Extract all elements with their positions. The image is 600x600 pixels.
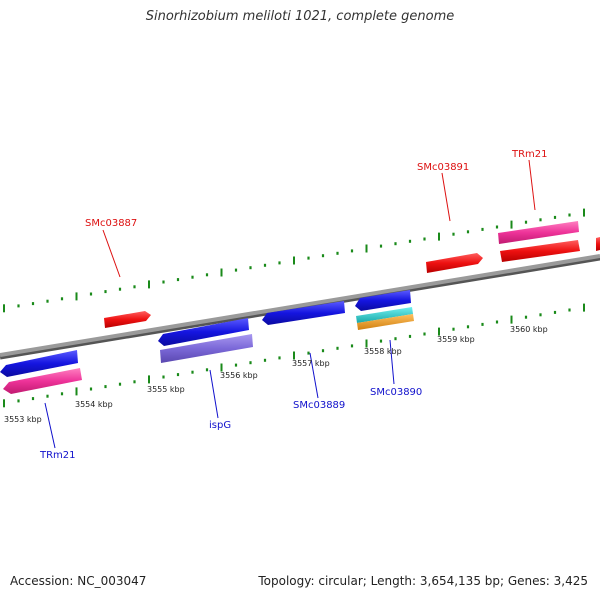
gene-ispG-lavender[interactable] <box>160 334 253 363</box>
upper-tick-track <box>3 208 585 313</box>
kbp-label: 3553 kbp <box>4 415 42 424</box>
kbp-label: 3554 kbp <box>75 400 113 409</box>
kbp-label: 3560 kbp <box>510 325 548 334</box>
label-ispG: ispG <box>209 420 231 431</box>
label-TRm21-reverse: TRm21 <box>39 450 76 461</box>
forward-features <box>104 221 600 328</box>
genome-summary-text: Topology: circular; Length: 3,654,135 bp… <box>258 574 588 588</box>
backbone <box>0 254 600 357</box>
gene-edge-red[interactable] <box>596 237 600 251</box>
label-TRm21-forward: TRm21 <box>511 149 548 160</box>
gene-TRm21-reverse-blue[interactable] <box>0 350 78 377</box>
leader-SMc03887 <box>102 229 121 278</box>
leader-ispG <box>209 369 219 419</box>
reverse-features <box>0 290 414 394</box>
leader-SMc03889 <box>309 352 319 399</box>
gene-SMc03890-arrow[interactable] <box>355 290 411 311</box>
gene-TRm21-forward-red[interactable] <box>500 240 580 262</box>
kbp-label: 3555 kbp <box>147 385 185 394</box>
kbp-label: 3558 kbp <box>364 347 402 356</box>
leader-TRm21-forward <box>528 159 536 211</box>
gene-TRm21-forward-arrow[interactable] <box>498 221 579 244</box>
label-SMc03887: SMc03887 <box>85 218 137 229</box>
kbp-label: 3556 kbp <box>220 371 258 380</box>
kbp-label: 3559 kbp <box>437 335 475 344</box>
leader-SMc03890 <box>389 339 395 385</box>
kbp-label: 3557 kbp <box>292 359 330 368</box>
gene-ispG-blue[interactable] <box>158 318 249 346</box>
label-SMc03891: SMc03891 <box>417 162 469 173</box>
label-SMc03890: SMc03890 <box>370 387 422 398</box>
gene-SMc03891-arrow[interactable] <box>426 253 483 273</box>
gene-SMc03887-arrow[interactable] <box>104 311 151 328</box>
gene-SMc03890-orange[interactable] <box>357 314 414 330</box>
label-leaders <box>44 159 536 449</box>
gene-SMc03889-arrow[interactable] <box>262 301 345 325</box>
map-title: Sinorhizobium meliloti 1021, complete ge… <box>145 9 455 24</box>
label-SMc03889: SMc03889 <box>293 400 345 411</box>
leader-TRm21-reverse <box>44 402 56 449</box>
lower-tick-track <box>3 303 585 408</box>
kbp-labels: 3553 kbp 3554 kbp 3555 kbp 3556 kbp 3557… <box>4 325 548 424</box>
accession-text: Accession: NC_003047 <box>10 574 147 588</box>
gene-SMc03890-cyan[interactable] <box>356 307 413 323</box>
leader-SMc03891 <box>441 172 451 222</box>
gene-labels: SMc03887 SMc03891 TRm21 TRm21 ispG SMc03… <box>39 149 548 461</box>
gene-TRm21-reverse-pink[interactable] <box>3 368 82 394</box>
